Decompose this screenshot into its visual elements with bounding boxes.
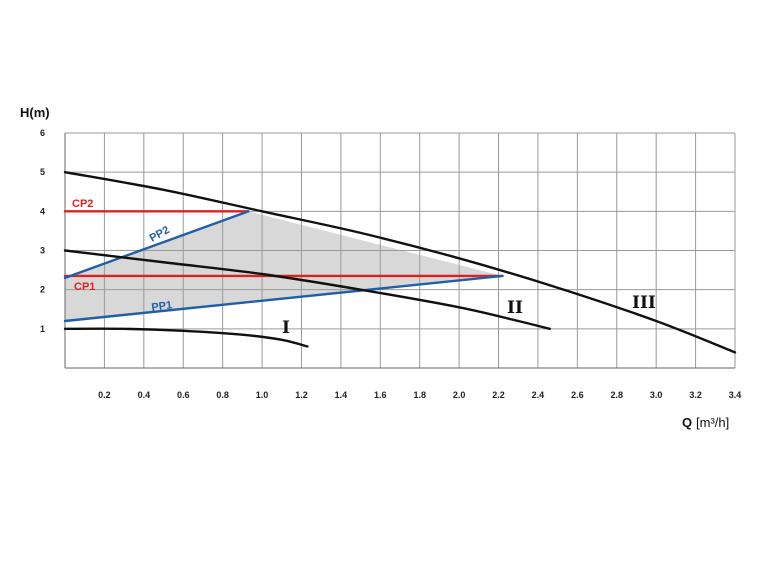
- y-tick-labels: 1 2 3 4 5 6: [40, 128, 45, 334]
- x-axis-unit: [m³/h]: [696, 415, 729, 430]
- x-tick-label: 2.8: [611, 390, 624, 400]
- x-tick-label: 3.4: [729, 390, 742, 400]
- y-tick-label: 5: [40, 167, 45, 177]
- y-tick-label: 2: [40, 285, 45, 295]
- x-axis-title: Q: [682, 415, 692, 430]
- label-CP1: CP1: [74, 281, 95, 293]
- x-tick-label: 0.2: [98, 390, 111, 400]
- x-tick-label: 3.2: [689, 390, 702, 400]
- shaded-region: [65, 211, 503, 321]
- x-tick-label: 1.6: [374, 390, 387, 400]
- series-line-II: [63, 249, 551, 331]
- series-line-PP1: [63, 274, 504, 323]
- label-CP2: CP2: [72, 198, 93, 210]
- x-tick-labels: 0.2 0.4 0.6 0.8 1.0 1.2 1.4 1.6 1.8 2.0 2.2 2.4 2.6 2…: [98, 390, 741, 400]
- label-curve-I: I: [282, 318, 290, 338]
- y-tick-label: 1: [40, 324, 45, 334]
- x-tick-label: 0.4: [138, 390, 151, 400]
- x-tick-label: 0.6: [177, 390, 190, 400]
- shaded-operating-region: [65, 211, 503, 321]
- series-lines: [63, 170, 737, 354]
- series-line-I: [63, 327, 309, 348]
- x-tick-label: 2.4: [532, 390, 545, 400]
- x-tick-label: 1.2: [295, 390, 308, 400]
- x-tick-label: 3.0: [650, 390, 663, 400]
- grid: [65, 132, 736, 368]
- x-tick-label: 1.8: [413, 390, 426, 400]
- y-axis-title: H(m): [20, 105, 50, 120]
- x-tick-label: 1.4: [335, 390, 348, 400]
- x-tick-label: 2.0: [453, 390, 466, 400]
- series-line-III: [63, 170, 737, 354]
- label-PP1: PP1: [151, 299, 173, 314]
- x-tick-label: 2.2: [492, 390, 505, 400]
- label-curve-II: II: [507, 298, 523, 318]
- x-tick-label: 2.6: [571, 390, 584, 400]
- y-tick-label: 3: [40, 246, 45, 256]
- label-curve-III: III: [632, 293, 656, 313]
- x-tick-label: 1.0: [256, 390, 269, 400]
- y-tick-label: 4: [40, 206, 45, 216]
- y-tick-label: 6: [40, 128, 45, 138]
- x-tick-label: 0.8: [216, 390, 229, 400]
- series-line-PP2: [63, 210, 250, 280]
